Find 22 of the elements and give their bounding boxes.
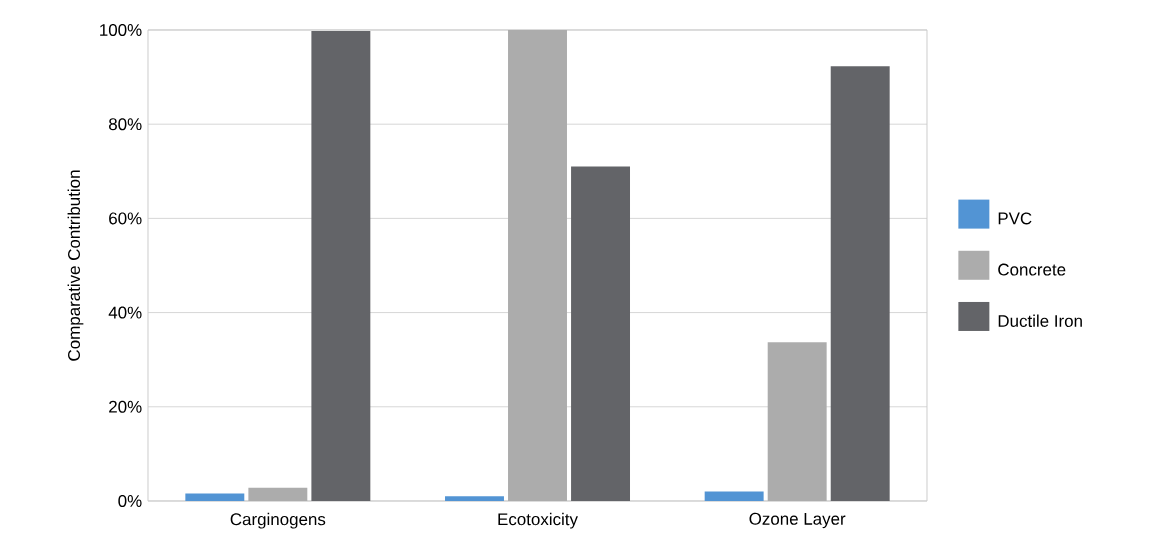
y-tick-label: 20% bbox=[109, 400, 142, 413]
bar bbox=[571, 166, 630, 501]
y-tick-label: 60% bbox=[109, 212, 142, 225]
legend-label: PVC bbox=[998, 212, 1032, 225]
bar bbox=[311, 30, 371, 501]
bar bbox=[445, 496, 504, 501]
bar bbox=[767, 342, 827, 501]
y-axis-title: Comparative Contribution bbox=[67, 170, 84, 361]
bar bbox=[248, 487, 308, 501]
bar bbox=[508, 29, 567, 501]
y-tick-label: 100% bbox=[100, 23, 142, 36]
legend-label: Ductile Iron bbox=[998, 314, 1082, 327]
x-tick-label: Carginogens bbox=[230, 512, 326, 529]
bar bbox=[704, 491, 764, 501]
legend-label: Concrete bbox=[998, 263, 1066, 276]
y-tick-label: 40% bbox=[108, 306, 142, 319]
bar bbox=[185, 493, 245, 501]
y-tick-label: 80% bbox=[109, 118, 142, 131]
x-tick-label: Ecotoxicity bbox=[498, 512, 578, 529]
bar bbox=[830, 66, 890, 501]
x-tick-label: Ozone Layer bbox=[749, 512, 846, 529]
y-tick-label: 0% bbox=[118, 494, 142, 507]
